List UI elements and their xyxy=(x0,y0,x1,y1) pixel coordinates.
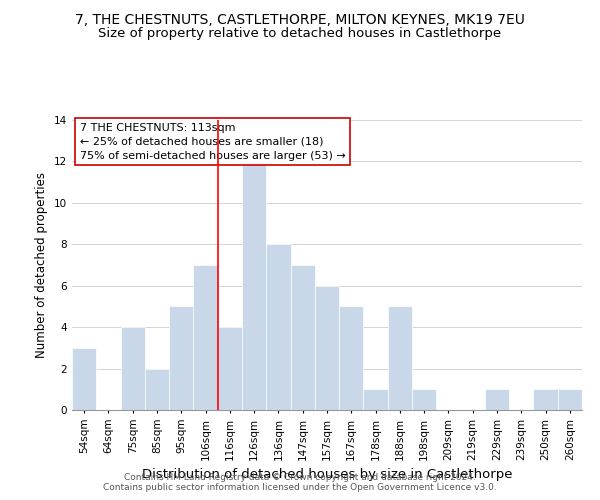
Bar xyxy=(339,306,364,410)
Bar xyxy=(485,390,509,410)
Bar xyxy=(558,390,582,410)
Text: Size of property relative to detached houses in Castlethorpe: Size of property relative to detached ho… xyxy=(98,28,502,40)
Bar xyxy=(412,390,436,410)
Text: 7 THE CHESTNUTS: 113sqm
← 25% of detached houses are smaller (18)
75% of semi-de: 7 THE CHESTNUTS: 113sqm ← 25% of detache… xyxy=(80,123,346,161)
Bar xyxy=(169,306,193,410)
Bar xyxy=(121,327,145,410)
X-axis label: Distribution of detached houses by size in Castlethorpe: Distribution of detached houses by size … xyxy=(142,468,512,481)
Bar xyxy=(290,265,315,410)
Bar xyxy=(72,348,96,410)
Bar xyxy=(242,162,266,410)
Bar xyxy=(315,286,339,410)
Bar xyxy=(388,306,412,410)
Text: Contains public sector information licensed under the Open Government Licence v3: Contains public sector information licen… xyxy=(103,484,497,492)
Bar xyxy=(145,368,169,410)
Bar xyxy=(364,390,388,410)
Y-axis label: Number of detached properties: Number of detached properties xyxy=(35,172,49,358)
Text: Contains HM Land Registry data © Crown copyright and database right 2024.: Contains HM Land Registry data © Crown c… xyxy=(124,474,476,482)
Bar xyxy=(193,265,218,410)
Bar xyxy=(218,327,242,410)
Bar xyxy=(533,390,558,410)
Bar xyxy=(266,244,290,410)
Text: 7, THE CHESTNUTS, CASTLETHORPE, MILTON KEYNES, MK19 7EU: 7, THE CHESTNUTS, CASTLETHORPE, MILTON K… xyxy=(75,12,525,26)
